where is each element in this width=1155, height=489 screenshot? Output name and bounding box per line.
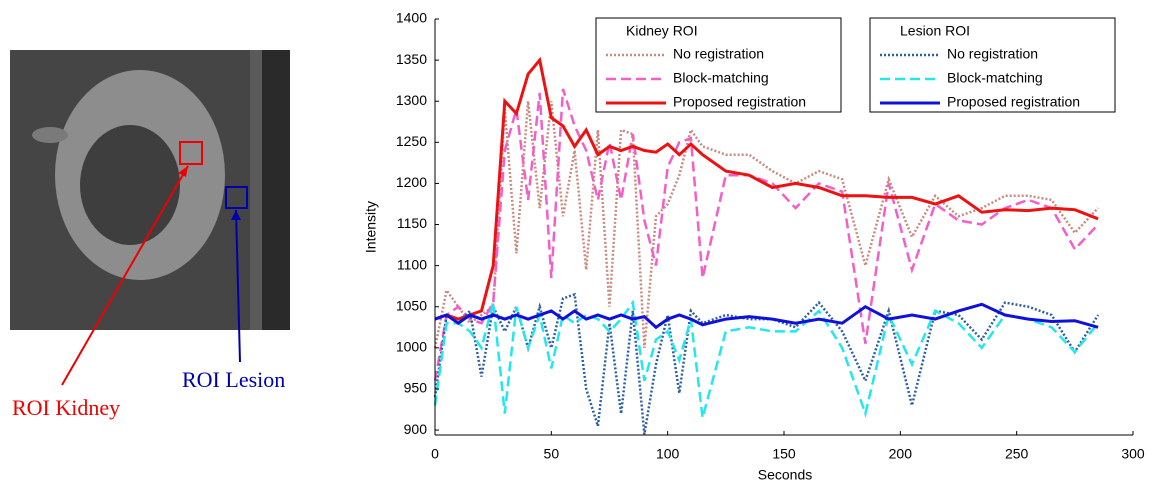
x-tick-label: 50 [544, 446, 560, 462]
data-line [434, 56, 1099, 321]
x-tick-label: 300 [1121, 446, 1145, 462]
legend-label: No registration [673, 46, 764, 62]
legend-box [595, 17, 842, 113]
x-tick-label: 250 [1005, 446, 1029, 462]
y-tick-label: 1100 [397, 256, 427, 272]
x-tick-label: 150 [772, 446, 796, 462]
y-tick-label: 1150 [397, 215, 427, 231]
y-tick-label: 1200 [396, 174, 427, 190]
legend-box [869, 17, 1116, 113]
legend-label: No registration [947, 46, 1038, 62]
y-tick-label: 1400 [396, 10, 427, 26]
y-axis-label: Intensity [363, 201, 379, 253]
data-line [433, 299, 1100, 419]
data-line [433, 88, 1100, 381]
y-tick-label: 1300 [396, 92, 427, 108]
data-line [433, 101, 1100, 349]
y-tick-label: 950 [404, 380, 428, 396]
legend-title: Kidney ROI [626, 23, 698, 39]
ct-image [10, 50, 290, 386]
legend-label: Block-matching [673, 70, 769, 86]
x-axis-label: Seconds [758, 467, 812, 483]
legend-label: Proposed registration [947, 94, 1080, 110]
roi-kidney-label: ROI Kidney [12, 395, 120, 420]
y-tick-label: 1000 [396, 339, 427, 355]
legend-title: Lesion ROI [900, 23, 970, 39]
y-tick-label: 1250 [396, 133, 427, 149]
y-tick-label: 1050 [396, 297, 427, 313]
legend-label: Block-matching [947, 70, 1043, 86]
roi-lesion-label: ROI Lesion [182, 367, 285, 392]
legend-label: Proposed registration [673, 94, 806, 110]
x-tick-label: 0 [431, 446, 439, 462]
y-tick-label: 900 [404, 421, 428, 437]
x-tick-label: 100 [656, 446, 680, 462]
data-line [434, 302, 1099, 330]
y-tick-label: 1350 [396, 51, 427, 67]
x-tick-label: 200 [889, 446, 913, 462]
